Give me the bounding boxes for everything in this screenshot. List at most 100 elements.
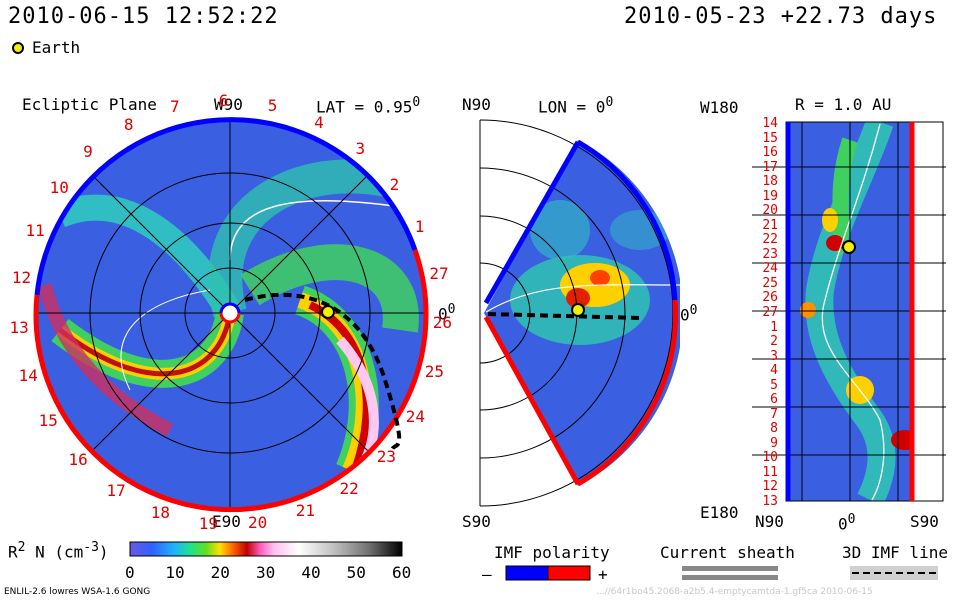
- carrington-day-label: 16: [762, 145, 778, 161]
- ecliptic-day-label: 16: [68, 450, 88, 470]
- run-id: ...//64r1bo45.2068-a2b5.4-emptycamtda-1.…: [596, 587, 873, 597]
- colorbar-tick-label: 30: [256, 563, 276, 582]
- earth-marker-meridional: [571, 303, 585, 317]
- carrington-day-label: 27: [762, 305, 778, 320]
- imf-polarity-label: IMF polarity: [494, 543, 610, 562]
- ecliptic-day-label: 4: [314, 112, 324, 132]
- ecliptic-top-label: W90: [214, 95, 243, 114]
- reference-label: 2010-05-23 +22.73 days: [624, 4, 938, 29]
- imf-line-swatch: [850, 566, 938, 580]
- polarity-minus-label: –: [482, 565, 492, 584]
- carrington-day-label: 18: [762, 174, 778, 190]
- ecliptic-bottom-label: E90: [212, 512, 241, 531]
- ecliptic-day-label: 2: [389, 174, 400, 194]
- carrington-day-label: 25: [762, 275, 778, 291]
- colorbar-tick-label: 60: [392, 563, 412, 582]
- meridional-bottom-label: S90: [462, 512, 491, 531]
- ecliptic-day-label: 5: [267, 96, 278, 116]
- ecliptic-plane-plot: [33, 117, 429, 513]
- carrington-day-label: 22: [762, 232, 778, 248]
- ecliptic-day-label: 10: [49, 178, 69, 198]
- ecliptic-day-label: 8: [123, 114, 134, 134]
- carrington-day-label: 19: [762, 188, 778, 204]
- meridional-lon-label: LON = 00: [538, 95, 614, 117]
- carrington-day-label: 1: [770, 319, 778, 335]
- ecliptic-day-label: 20: [247, 513, 268, 533]
- ecliptic-day-label: 22: [339, 478, 359, 498]
- polarity-negative-swatch: [505, 565, 549, 581]
- earth-marker-ecliptic: [321, 305, 335, 319]
- earth-marker-carrington: [842, 240, 856, 254]
- ecliptic-lat-label: LAT = 0.950: [316, 95, 421, 117]
- carrington-map-plot: [752, 121, 946, 502]
- colorbar-label: R2 N (cm-3): [8, 540, 109, 562]
- carrington-x-left: N90: [755, 512, 784, 531]
- carrington-day-label: 14: [762, 116, 778, 131]
- ecliptic-day-label: 6: [218, 91, 229, 110]
- colorbar-tick-label: 50: [346, 563, 366, 582]
- carrington-day-label: 2: [770, 334, 778, 350]
- carrington-day-label: 21: [762, 217, 778, 233]
- carrington-day-label: 10: [762, 450, 778, 466]
- meridional-top-label: N90: [462, 95, 491, 114]
- density-colorbar: [129, 541, 403, 557]
- colorbar-tick-label: 40: [301, 563, 321, 582]
- carrington-bottom-label: E180: [700, 503, 739, 522]
- ecliptic-day-label: 15: [38, 411, 58, 431]
- ecliptic-day-label: 17: [106, 481, 126, 501]
- carrington-day-label: 12: [762, 479, 778, 495]
- carrington-day-label: 26: [762, 290, 778, 306]
- carrington-day-label: 11: [762, 464, 778, 480]
- ecliptic-day-label: 13: [9, 317, 29, 337]
- earth-legend-icon: [12, 42, 24, 54]
- earth-legend-label: Earth: [32, 38, 81, 57]
- ecliptic-day-label: 21: [295, 501, 315, 521]
- ecliptic-day-label: 19: [198, 513, 219, 533]
- ecliptic-day-label: 18: [150, 503, 171, 523]
- carrington-day-label: 20: [762, 203, 778, 219]
- carrington-x-right: S90: [910, 512, 939, 531]
- ecliptic-day-label: 12: [11, 268, 32, 288]
- carrington-day-label: 5: [770, 377, 778, 393]
- current-sheath-label: Current sheath: [660, 543, 795, 562]
- carrington-day-label: 17: [762, 159, 778, 175]
- ecliptic-day-label: 14: [18, 366, 38, 386]
- datetime-label: 2010-06-15 12:52:22: [8, 4, 279, 29]
- carrington-day-label: 6: [770, 392, 778, 408]
- carrington-day-label: 15: [762, 130, 778, 146]
- meridional-plane-plot: [479, 119, 681, 507]
- ecliptic-day-label: 23: [376, 446, 397, 466]
- carrington-day-label: 7: [770, 406, 778, 422]
- ecliptic-day-label: 26: [432, 313, 453, 333]
- carrington-day-label: 24: [762, 261, 778, 277]
- polarity-positive-swatch: [547, 565, 591, 581]
- ecliptic-day-label: 3: [355, 139, 366, 159]
- ecliptic-day-label: 27: [429, 263, 449, 283]
- ecliptic-day-label: 25: [424, 361, 444, 381]
- carrington-day-label: 13: [762, 494, 778, 509]
- colorbar-tick-label: 20: [210, 563, 230, 582]
- ecliptic-day-label: 11: [25, 221, 45, 241]
- current-sheath-swatch: [682, 566, 778, 571]
- polarity-plus-label: +: [598, 565, 608, 584]
- imf-line-label: 3D IMF line: [842, 543, 948, 562]
- carrington-day-label: 23: [762, 246, 778, 262]
- ecliptic-day-label: 9: [83, 142, 93, 161]
- ecliptic-title: Ecliptic Plane: [22, 95, 157, 114]
- ecliptic-zero-label: 00: [438, 302, 456, 324]
- model-info: ENLIL-2.6 lowres WSA-1.6 GONG: [4, 587, 151, 597]
- meridional-zero-label: 00: [680, 303, 698, 325]
- colorbar-tick-label: 10: [165, 563, 185, 582]
- carrington-day-label: 9: [770, 435, 778, 451]
- ecliptic-day-label: 24: [405, 406, 426, 426]
- carrington-title: R = 1.0 AU: [795, 95, 892, 114]
- carrington-day-label: 4: [770, 363, 778, 379]
- ecliptic-day-label: 7: [169, 97, 180, 117]
- carrington-top-label: W180: [700, 98, 739, 117]
- carrington-x-mid: 00: [838, 512, 856, 534]
- colorbar-tick-label: 0: [125, 563, 135, 582]
- ecliptic-day-label: 1: [414, 216, 425, 236]
- carrington-day-label: 3: [770, 348, 778, 364]
- carrington-day-label: 8: [770, 421, 778, 437]
